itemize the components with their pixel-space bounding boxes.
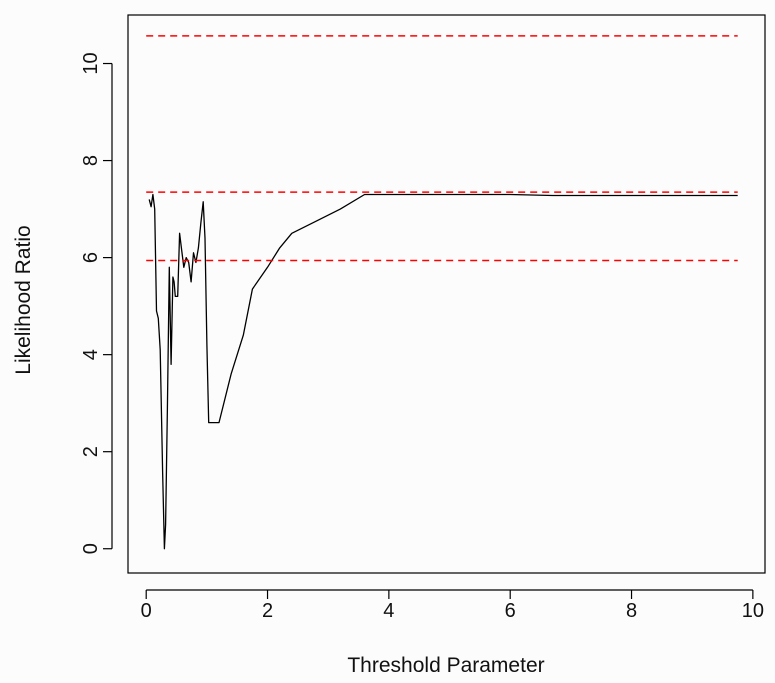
y-tick-label: 0 xyxy=(80,543,102,554)
x-axis-title: Threshold Parameter xyxy=(347,654,544,677)
y-tick-label: 2 xyxy=(80,446,102,457)
x-tick-label: 8 xyxy=(626,600,637,622)
x-tick-label: 2 xyxy=(262,600,273,622)
x-tick-label: 0 xyxy=(141,600,152,622)
data-line-0 xyxy=(148,193,738,550)
y-tick-label: 6 xyxy=(80,252,102,263)
y-tick-label: 10 xyxy=(80,52,102,74)
x-axis: 0 2 4 6 8 10 xyxy=(141,589,764,622)
y-axis-title: Likelihood Ratio xyxy=(12,225,35,374)
x-tick-label: 6 xyxy=(505,600,516,622)
y-tick-label: 4 xyxy=(80,349,102,360)
plot-area xyxy=(127,14,766,574)
y-tick-label: 8 xyxy=(80,155,102,166)
y-axis: 0 2 4 6 8 10 xyxy=(80,52,113,554)
x-tick-label: 4 xyxy=(383,600,394,622)
x-tick-label: 10 xyxy=(742,600,764,622)
series-layer xyxy=(146,35,738,550)
